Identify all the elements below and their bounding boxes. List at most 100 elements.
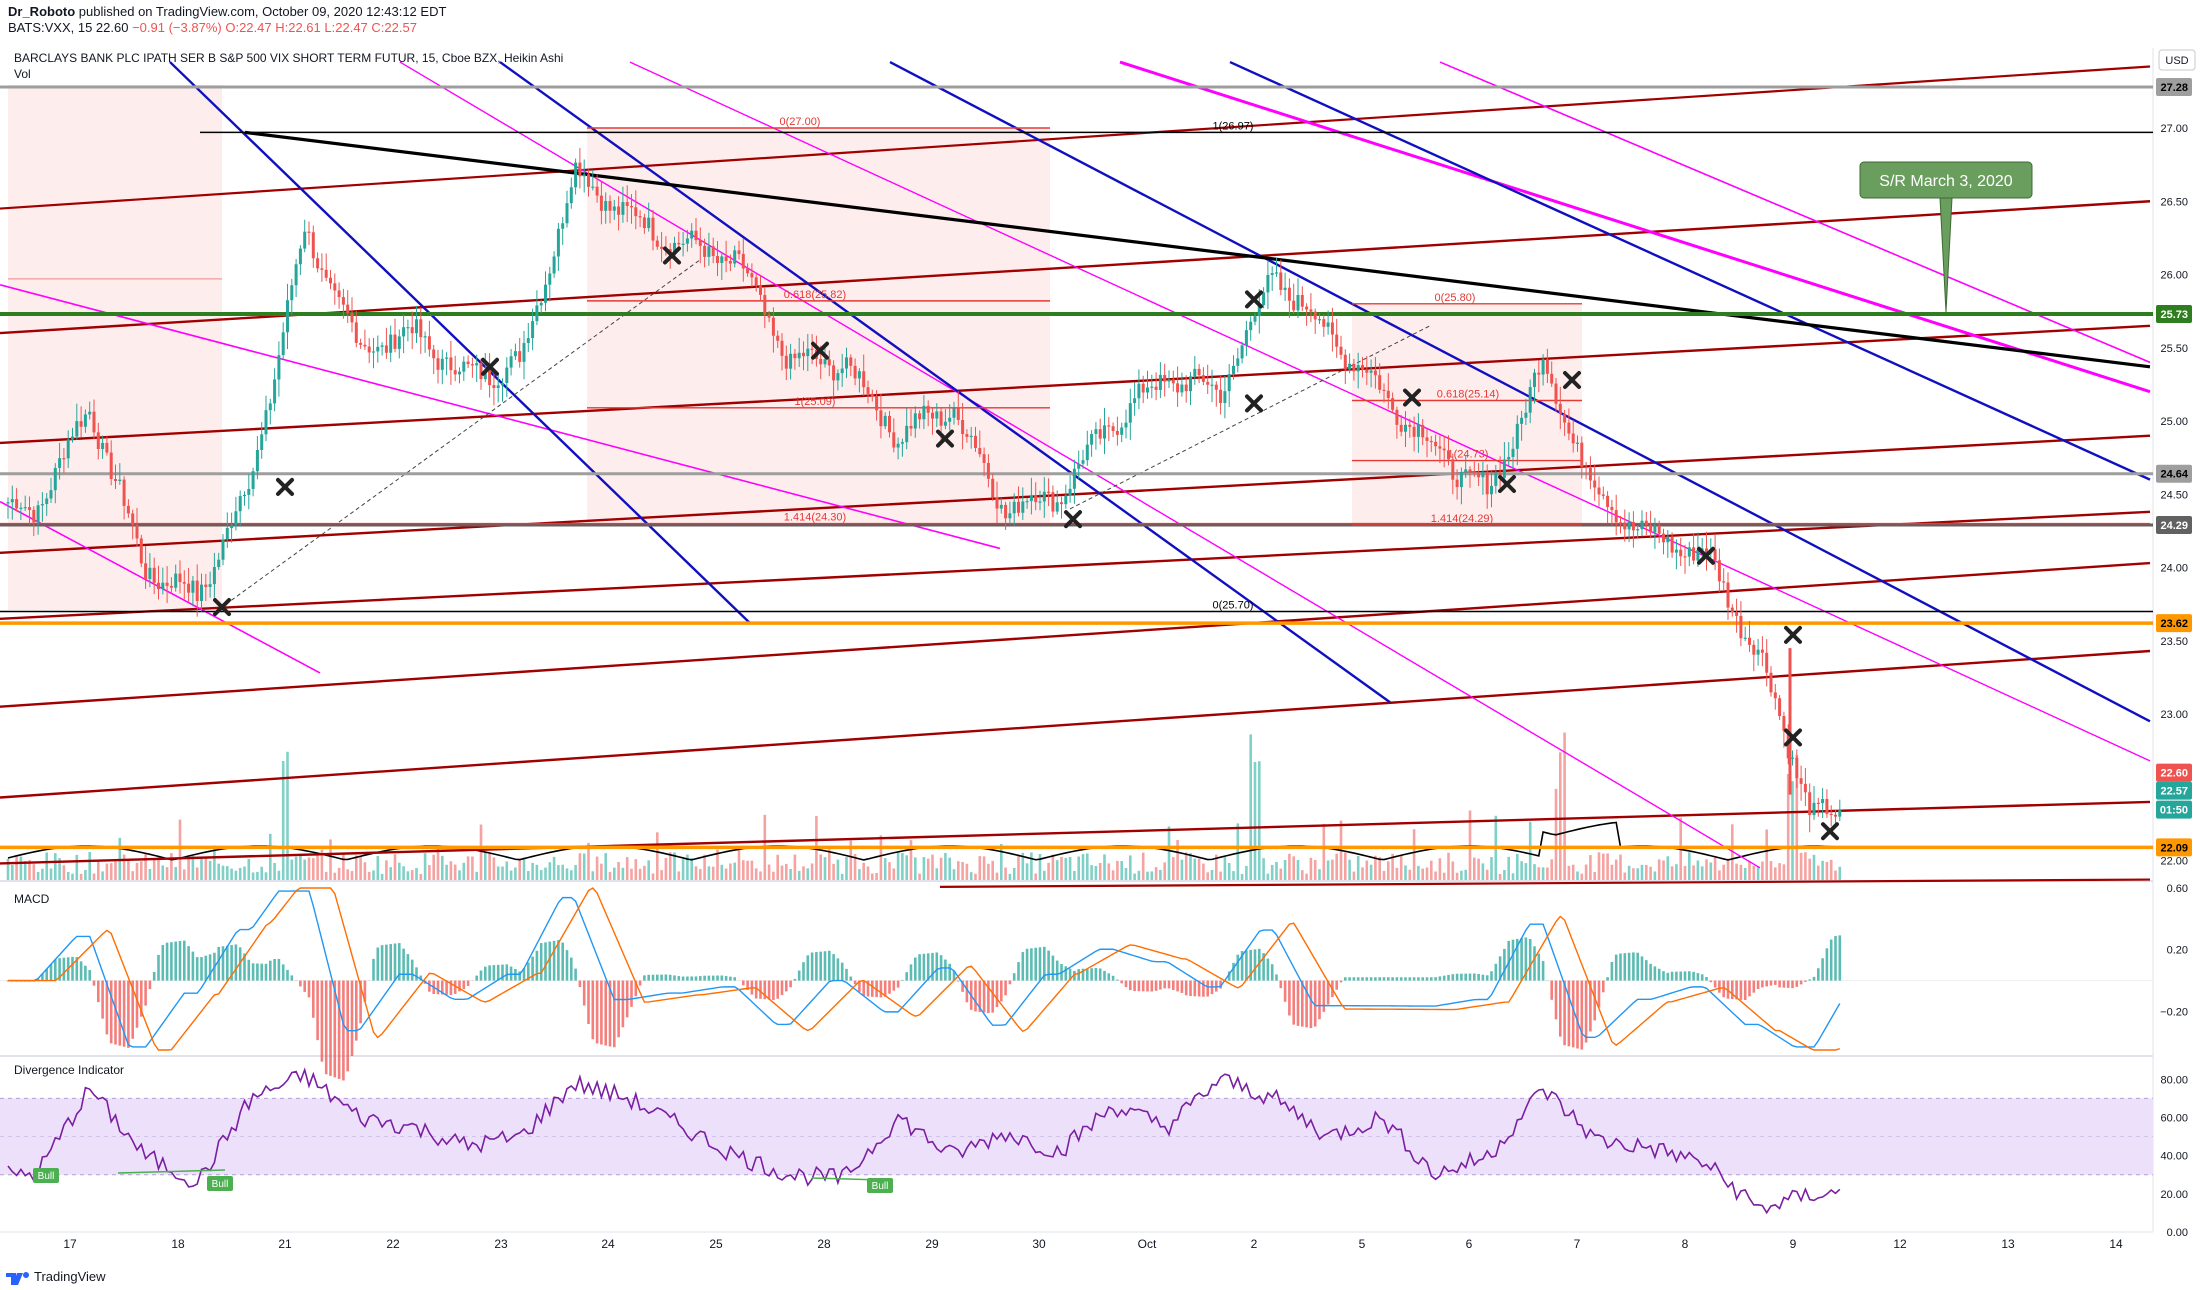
- macd-histogram-bar: [251, 963, 255, 981]
- macd-histogram-bar: [260, 963, 263, 981]
- time-tick-label: 7: [1574, 1237, 1581, 1251]
- tradingview-brand[interactable]: TradingView: [34, 1269, 106, 1284]
- candle-body: [445, 357, 449, 359]
- macd-line: [8, 890, 1841, 1048]
- candle-body: [1442, 448, 1446, 451]
- candle-body: [453, 370, 457, 375]
- macd-histogram-bar: [638, 980, 642, 986]
- tradingview-logo-icon[interactable]: [4, 1267, 34, 1287]
- candle-body: [1782, 716, 1786, 731]
- macd-histogram-bar: [1666, 972, 1670, 981]
- candle-body: [1485, 472, 1489, 495]
- macd-histogram-bar: [1068, 968, 1072, 981]
- candle-body: [419, 319, 423, 338]
- candle-body: [1103, 425, 1106, 439]
- volume-bar: [1266, 873, 1270, 880]
- time-tick-label: 5: [1359, 1237, 1366, 1251]
- candle-body: [1300, 295, 1304, 307]
- macd-histogram-bar: [1817, 968, 1820, 981]
- candle-body: [1593, 480, 1597, 488]
- candle-body: [427, 336, 431, 350]
- macd-histogram-bar: [281, 964, 285, 981]
- macd-histogram-bar: [54, 959, 57, 981]
- candle-body: [832, 365, 836, 381]
- macd-histogram-bar: [458, 980, 461, 992]
- volume-bar: [484, 852, 487, 880]
- macd-histogram-bar: [1219, 980, 1222, 989]
- macd-histogram-bar: [1391, 977, 1394, 981]
- author-name[interactable]: Dr_Roboto: [8, 4, 76, 19]
- candle-body: [1085, 444, 1089, 461]
- footer: TradingView: [0, 1264, 300, 1290]
- volume-bar: [1369, 864, 1373, 880]
- macd-histogram-bar: [200, 957, 203, 981]
- macd-histogram-bar: [342, 980, 345, 1081]
- volume-bar: [875, 872, 878, 880]
- macd-histogram-bar: [565, 950, 569, 981]
- divergence-tick-label: 0.00: [2167, 1227, 2188, 1239]
- candle-body: [789, 353, 793, 369]
- currency-button[interactable]: USD: [2158, 49, 2196, 71]
- volume-bar: [290, 859, 294, 880]
- volume-bar: [1584, 864, 1588, 880]
- candle-body: [1722, 581, 1726, 583]
- volume-bar: [1739, 864, 1743, 880]
- candle-body: [1739, 615, 1743, 639]
- candle-body: [1068, 488, 1072, 496]
- candle-body: [544, 284, 547, 303]
- candle-body: [1042, 491, 1046, 502]
- volume-bar: [823, 857, 827, 880]
- macd-histogram-bar: [505, 964, 509, 981]
- candle-body: [1158, 374, 1162, 390]
- candle-body: [793, 353, 797, 359]
- chart-canvas[interactable]: 0(27.00) 0.618(25.82) 1(25.09) 1.414(24.30)…: [0, 0, 2203, 1264]
- volume-bar: [1438, 858, 1442, 880]
- volume-bar: [19, 856, 23, 880]
- volume-bar: [1253, 761, 1257, 880]
- macd-histogram-bar: [539, 943, 543, 981]
- candle-body: [556, 228, 560, 257]
- volume-bar: [247, 858, 251, 880]
- candle-body: [1502, 459, 1506, 478]
- volume-bar: [479, 824, 483, 880]
- volume-bar: [729, 863, 732, 880]
- candle-body: [896, 443, 900, 448]
- trend-line: [0, 283, 1001, 550]
- macd-histogram-bar: [1580, 980, 1584, 1050]
- macd-histogram-bar: [754, 980, 758, 999]
- candle-body: [1713, 549, 1717, 561]
- candle-body: [1472, 471, 1476, 474]
- candle-body: [1004, 504, 1008, 519]
- macd-histogram-bar: [905, 972, 908, 981]
- candle-body: [1679, 549, 1683, 557]
- price-tag-label: 24.29: [2160, 520, 2188, 532]
- bull-label-box: [867, 1178, 893, 1193]
- candle-body: [767, 314, 771, 318]
- volume-bar: [1107, 863, 1111, 880]
- macd-histogram-bar: [84, 965, 87, 981]
- candle-body: [40, 504, 44, 506]
- macd-histogram-bar: [441, 980, 444, 995]
- candle-body: [728, 260, 732, 264]
- candle-body: [561, 223, 565, 229]
- volume-bar: [286, 751, 289, 880]
- macd-histogram-bar: [965, 980, 969, 1003]
- macd-histogram-bar: [170, 942, 173, 981]
- volume-bar: [1111, 870, 1115, 880]
- volume-bar: [1038, 853, 1042, 880]
- macd-histogram-bar: [398, 943, 401, 981]
- macd-histogram-bar: [1438, 976, 1442, 981]
- volume-bar: [1567, 865, 1571, 880]
- macd-histogram-bar: [729, 976, 732, 981]
- volume-bar: [1073, 871, 1076, 880]
- macd-histogram-bar: [978, 980, 982, 1012]
- macd-histogram-bar: [1399, 977, 1403, 981]
- volume-bar: [1662, 860, 1665, 880]
- candle-body: [165, 582, 169, 586]
- ohlc-low: L:22.47: [324, 20, 368, 35]
- macd-histogram-bar: [797, 970, 801, 981]
- volume-bar: [342, 853, 345, 880]
- macd-histogram-bar: [785, 980, 788, 992]
- volume-bar: [1614, 859, 1618, 880]
- macd-histogram-bar: [845, 968, 848, 981]
